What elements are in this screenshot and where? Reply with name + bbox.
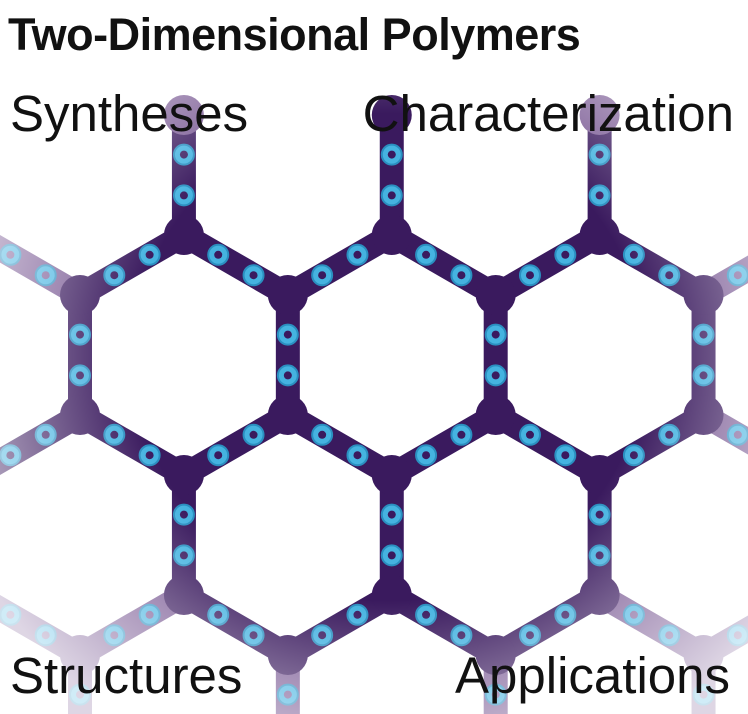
- figure-title: Two-Dimensional Polymers: [8, 9, 581, 60]
- label-characterization: Characterization: [362, 85, 734, 142]
- label-structures: Structures: [10, 647, 243, 704]
- label-syntheses: Syntheses: [10, 85, 249, 142]
- label-applications: Applications: [455, 647, 730, 704]
